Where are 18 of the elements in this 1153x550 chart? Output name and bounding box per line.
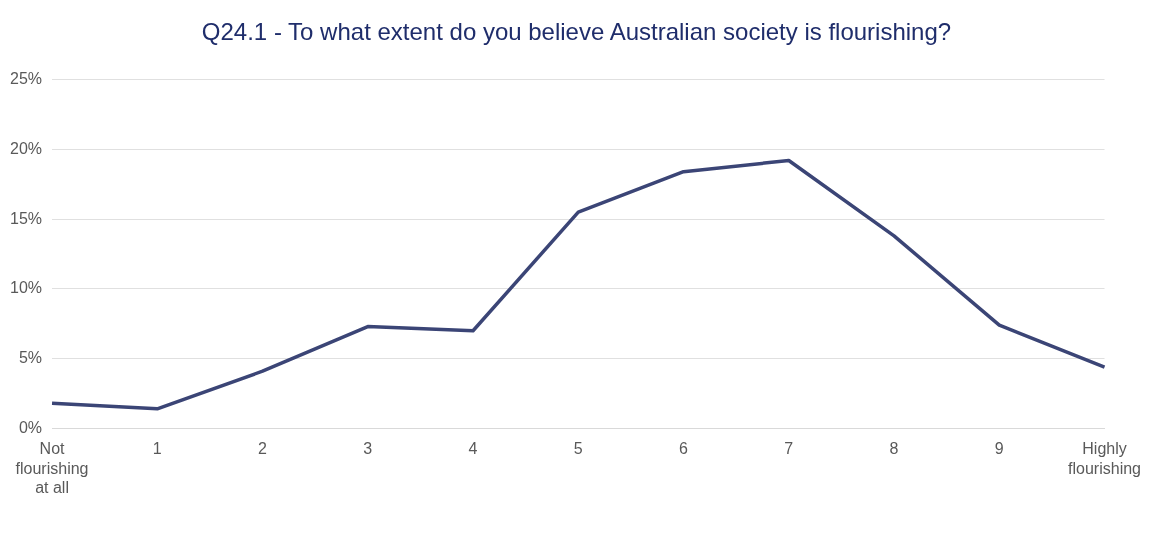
y-tick-label: 0% [18,418,43,436]
y-tick-label: 5% [18,349,43,367]
chart-title: Q24.1 - To what extent do you believe Australian society is flourishing? [200,18,953,46]
y-tick-label: 15% [9,209,43,227]
x-tick-label: 6 [679,440,689,458]
x-tick-label: 8 [889,440,899,458]
y-tick-label: 25% [9,70,43,88]
y-tick-label: 20% [9,139,43,157]
x-tick-label: Not flourishing at all [15,440,89,496]
x-tick-label: 4 [468,440,478,458]
x-tick-label: 2 [258,440,268,458]
x-tick-label: 7 [784,440,794,458]
x-tick-label: 9 [994,440,1004,458]
x-tick-label: 5 [573,440,583,458]
x-tick-label: Highly flourishing [1068,440,1141,477]
x-tick-label: 3 [363,440,373,458]
y-tick-label: 10% [9,279,43,297]
x-tick-label: 1 [152,440,162,458]
